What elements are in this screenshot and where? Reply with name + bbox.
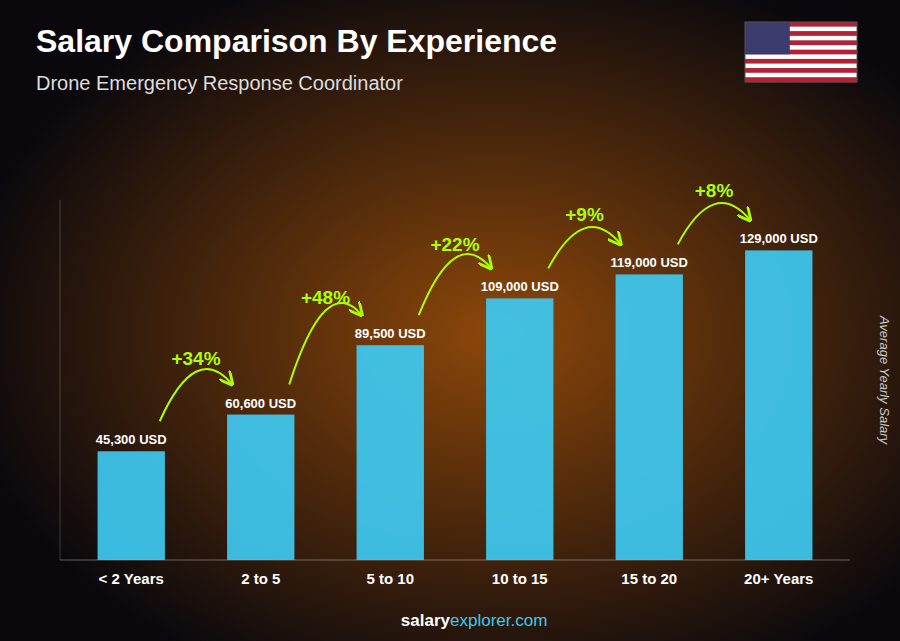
bar [616, 274, 683, 560]
bar [357, 345, 424, 560]
value-label: 60,600 USD [225, 396, 296, 411]
pct-arrow [678, 203, 751, 244]
x-tick-label: < 2 Years [99, 570, 164, 587]
value-label: 119,000 USD [611, 255, 688, 270]
chart-container: Salary Comparison By Experience Drone Eme… [0, 0, 900, 641]
pct-label: +48% [301, 287, 350, 308]
value-label: 89,500 USD [355, 326, 426, 341]
x-tick-label: 5 to 10 [366, 570, 414, 587]
flag-stripe [745, 59, 857, 64]
x-tick-label: 10 to 15 [492, 570, 548, 587]
subtitle: Drone Emergency Response Coordinator [36, 72, 403, 94]
y-axis-label: Average Yearly Salary [877, 315, 892, 446]
bars [98, 250, 813, 560]
pct-label: +34% [171, 348, 220, 369]
value-label: 45,300 USD [96, 432, 167, 447]
x-axis-line [60, 560, 850, 561]
flag-canton [745, 22, 790, 54]
pct-label: +8% [695, 180, 734, 201]
pct-arrow [419, 254, 492, 315]
pct-arrow [160, 369, 233, 421]
pct-label: +22% [430, 234, 479, 255]
bar [227, 415, 294, 560]
bar [745, 250, 812, 560]
title: Salary Comparison By Experience [36, 23, 557, 59]
flag [745, 22, 857, 82]
footer: salary [401, 611, 451, 630]
flag-border [745, 22, 857, 82]
flag-stripe [745, 73, 857, 78]
bar [98, 451, 165, 560]
value-label: 129,000 USD [740, 231, 818, 246]
flag-stripe [745, 64, 857, 69]
background [0, 0, 900, 641]
value-label: 109,000 USD [481, 279, 559, 294]
x-tick-label: 15 to 20 [621, 570, 677, 587]
flag-stripe [745, 68, 857, 73]
y-axis-line [60, 200, 61, 560]
bar [486, 298, 553, 560]
pct-arrow [548, 227, 621, 268]
x-tick-label: 20+ Years [744, 570, 813, 587]
x-tick-label: 2 to 5 [241, 570, 280, 587]
chart: Salary Comparison By Experience Drone Eme… [0, 0, 900, 641]
flag-stripe [745, 54, 857, 59]
pct-label: +9% [565, 204, 604, 225]
pct-arrow [289, 303, 362, 385]
footer: explorer.com [450, 611, 547, 630]
